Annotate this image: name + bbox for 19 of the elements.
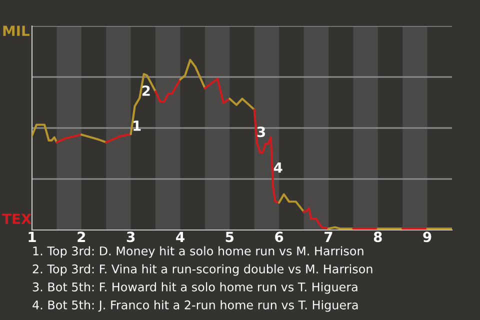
- annotation: 4: [274, 162, 282, 173]
- x-tick-label: 9: [423, 232, 432, 242]
- annotation: 3: [257, 126, 265, 138]
- x-tick-label: 6: [275, 232, 284, 242]
- text: 4. Bot 5th: J. Franco hit a 2-run home run vs T. Higuera: [32, 300, 358, 312]
- x-tick-label: 7: [324, 232, 332, 242]
- text: MIL: [3, 26, 30, 36]
- annotation: 1: [134, 120, 141, 131]
- annotation: 2: [142, 85, 150, 96]
- text: 3. Bot 5th: F. Howard hit a solo home run vs T. Higuera: [32, 282, 358, 294]
- x-tick-label: 2: [78, 232, 86, 242]
- x-tick-label: 8: [374, 232, 382, 242]
- text: TEX: [2, 214, 32, 224]
- text: 2. Top 3rd: F. Vina hit a run-scoring double vs M. Harrison: [32, 264, 372, 276]
- x-tick-label: 5: [226, 232, 234, 242]
- text: 1. Top 3rd: D. Money hit a solo home run vs M. Harrison: [33, 246, 364, 258]
- x-tick-label: 4: [176, 232, 184, 242]
- x-tick-label: 3: [126, 232, 135, 242]
- x-tick-label: 1: [28, 232, 36, 242]
